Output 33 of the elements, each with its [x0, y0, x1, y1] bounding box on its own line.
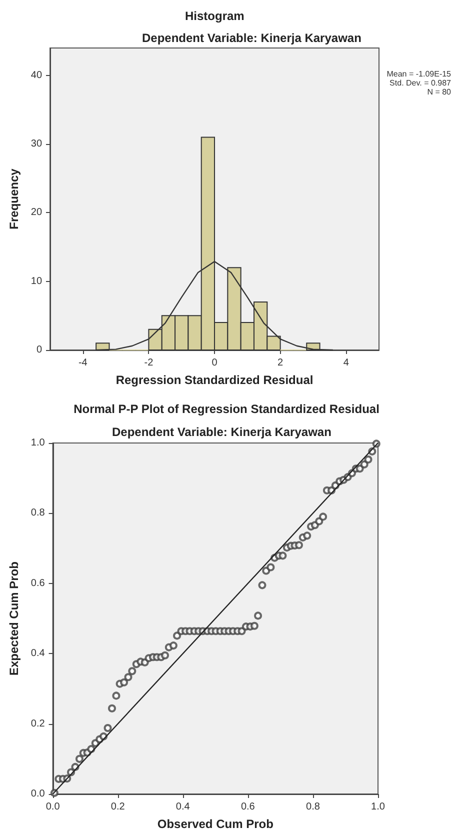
x-tick-label: 4: [343, 358, 350, 368]
y-tick-label: 1.0: [30, 438, 46, 448]
y-tick-label: 0: [36, 344, 42, 356]
y-tick-label: 30: [30, 138, 42, 150]
y-tick-label: 0.0: [30, 788, 46, 800]
x-axis-title: Regression Standardized Residual: [116, 373, 314, 387]
x-tick-label: 0: [212, 358, 218, 368]
chart-subtitle: Dependent Variable: Kinerja Karyawan: [142, 31, 362, 45]
chart-subtitle: Dependent Variable: Kinerja Karyawan: [112, 425, 332, 439]
x-tick-label: 0.8: [306, 802, 320, 812]
text: Mean = -1.09E-15: [386, 70, 452, 78]
x-tick-label: 2: [278, 358, 284, 368]
chart-title: Histogram: [185, 9, 244, 23]
x-tick-label: -2: [144, 358, 154, 368]
y-tick-label: 0.4: [30, 648, 46, 660]
text: Std. Dev. = 0.987: [390, 78, 452, 88]
x-tick-label: 0.0: [46, 802, 60, 812]
y-axis-title: Frequency: [7, 168, 21, 230]
y-tick-label: 0.8: [30, 508, 46, 519]
x-tick-label: 0.4: [176, 802, 190, 812]
x-tick-label: 1.0: [371, 802, 386, 812]
x-tick-label: 0.2: [110, 802, 126, 812]
y-tick-label: 0.2: [30, 718, 46, 730]
y-axis-title: Expected Cum Prob: [7, 561, 21, 676]
text: N = 80: [427, 88, 452, 96]
x-tick-label: 0.6: [240, 802, 256, 812]
y-tick-label: 40: [30, 70, 42, 81]
y-tick-label: 0.6: [30, 578, 46, 589]
y-tick-label: 10: [30, 276, 42, 287]
x-tick-label: -4: [78, 358, 88, 368]
y-tick-label: 20: [30, 207, 42, 218]
x-axis-title: Observed Cum Prob: [157, 817, 274, 831]
chart-title: Normal P-P Plot of Regression Standardized Residual: [74, 402, 380, 416]
